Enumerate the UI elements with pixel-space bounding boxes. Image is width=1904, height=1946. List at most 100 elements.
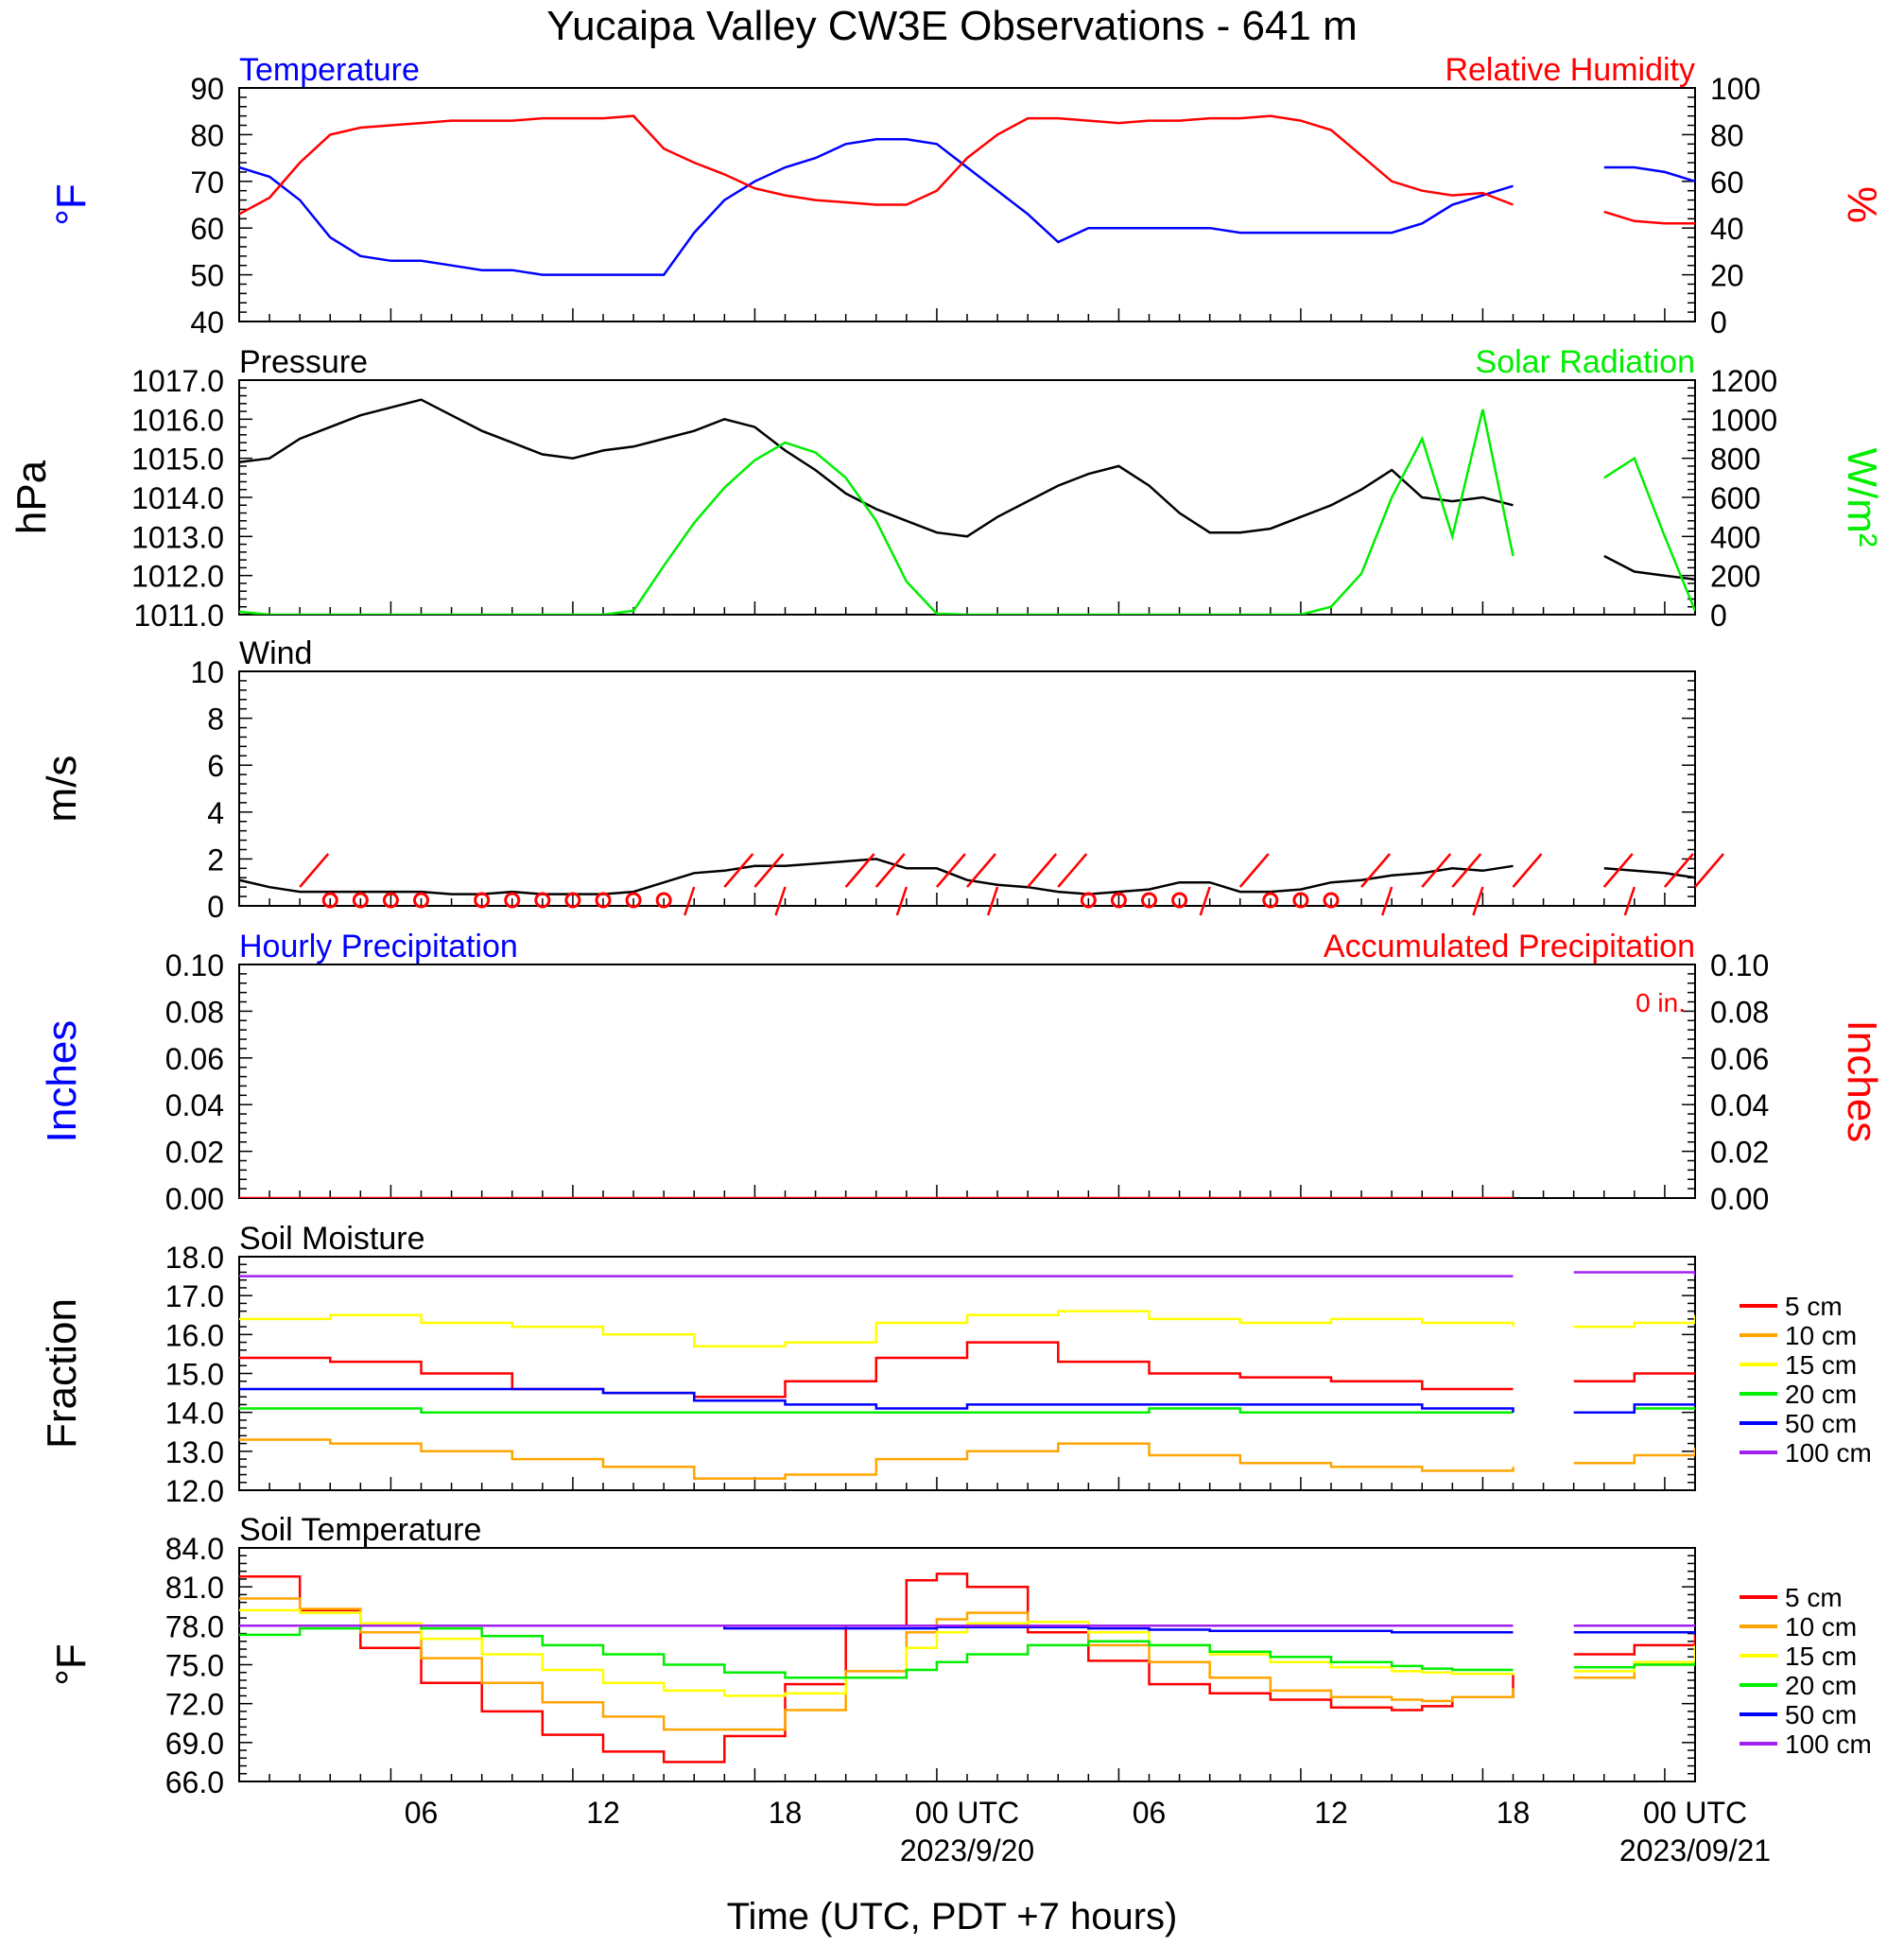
date-label: 2023/09/21 <box>1619 1833 1771 1868</box>
y-tick-label-left: 78.0 <box>165 1609 224 1643</box>
x-tick-label: 06 <box>1133 1796 1167 1830</box>
y-tick-label-left: 80 <box>190 118 224 152</box>
calm-wind-marker <box>1262 892 1279 909</box>
series-line-pressure <box>239 398 1695 582</box>
legend-label: 100 cm <box>1785 1438 1872 1468</box>
series-line-20-cm <box>239 1625 1695 1679</box>
y-tick-label-left: 84.0 <box>165 1532 224 1566</box>
wind-barb <box>1057 853 1088 888</box>
wind-barb <box>1623 886 1636 916</box>
y-axis-label-right: % <box>1839 186 1885 223</box>
y-tick-label-left: 1016.0 <box>131 403 224 437</box>
legend-label: 50 cm <box>1785 1409 1857 1438</box>
y-tick-label-left: 0.02 <box>165 1136 224 1170</box>
calm-wind-marker <box>1141 892 1157 909</box>
y-axis-label-left: Fraction <box>39 1298 85 1449</box>
wind-barb <box>1602 853 1634 888</box>
x-tick-label: 06 <box>405 1796 439 1830</box>
wind-barb <box>1451 853 1482 888</box>
series-line-10-cm <box>239 1438 1695 1480</box>
y-tick-label-right: 1000 <box>1710 403 1777 437</box>
calm-wind-marker <box>534 892 551 909</box>
wind-barb <box>753 853 785 888</box>
series-line-solar-radiation <box>239 408 1695 615</box>
y-tick-label-left: 1013.0 <box>131 520 224 554</box>
y-tick-label-left: 69.0 <box>165 1727 224 1761</box>
calm-wind-marker <box>1292 892 1309 909</box>
calm-wind-marker <box>352 892 369 909</box>
calm-wind-marker <box>1080 892 1097 909</box>
panel-6: 84.0 81.0 78.0 75.0 72.0 69.0 66.0 Soil Tempera… <box>48 1512 1872 1799</box>
y-tick-label-left: 40 <box>190 305 224 339</box>
y-tick-label-left: 6 <box>207 749 224 783</box>
y-tick-label-right: 0 <box>1710 599 1727 633</box>
y-tick-label-left: 16.0 <box>165 1318 224 1352</box>
wind-barb <box>723 853 754 888</box>
y-tick-label-right: 40 <box>1710 212 1744 246</box>
calm-wind-marker <box>564 892 581 909</box>
panel-title-left: Soil Temperature <box>239 1512 481 1548</box>
wind-barb <box>1199 886 1211 916</box>
series-line-10-cm <box>239 1597 1695 1731</box>
wind-barb <box>299 853 330 888</box>
wind-barb <box>774 886 787 916</box>
y-tick-label-left: 4 <box>207 796 224 830</box>
series-line-5-cm <box>239 1572 1695 1764</box>
wind-barb <box>684 886 696 916</box>
y-tick-label-left: 81.0 <box>165 1571 224 1605</box>
y-tick-label-left: 70 <box>190 165 224 200</box>
y-tick-label-right: 0.08 <box>1710 995 1769 1029</box>
series-line-15-cm <box>239 1310 1695 1347</box>
legend-label: 15 cm <box>1785 1642 1857 1671</box>
wind-barb <box>986 886 999 916</box>
accumulation-annotation: 0 in. <box>1636 988 1686 1017</box>
series-line-50-cm <box>239 1387 1695 1414</box>
y-tick-label-left: 10 <box>190 655 224 689</box>
y-tick-label-left: 1012.0 <box>131 560 224 594</box>
calm-wind-marker <box>1110 892 1127 909</box>
y-axis-label-left: °F <box>48 183 95 225</box>
panel-title-left: Hourly Precipitation <box>239 929 518 964</box>
wind-barb <box>1472 886 1484 916</box>
panel-title-right: Relative Humidity <box>1445 52 1695 88</box>
y-tick-label-right: 0.06 <box>1710 1042 1769 1076</box>
y-tick-label-left: 15.0 <box>165 1358 224 1392</box>
y-tick-label-right: 0 <box>1710 305 1727 339</box>
y-tick-label-left: 66.0 <box>165 1765 224 1799</box>
series-line-temperature <box>239 138 1695 276</box>
wind-barb <box>966 853 996 888</box>
y-tick-label-left: 1015.0 <box>131 443 224 477</box>
legend-label: 20 cm <box>1785 1380 1857 1409</box>
y-tick-label-right: 60 <box>1710 165 1744 200</box>
y-tick-label-left: 0.06 <box>165 1042 224 1076</box>
panel-5: 18.0 17.0 16.0 15.0 14.0 13.0 12.0 Soil Moistur… <box>39 1221 1872 1508</box>
panel-4: 0.10 0.08 0.06 0.04 0.02 0.00 0.10 0.08 0.06 0.04… <box>39 929 1885 1216</box>
calm-wind-marker <box>413 892 429 909</box>
y-tick-label-left: 75.0 <box>165 1649 224 1683</box>
y-tick-label-left: 14.0 <box>165 1397 224 1431</box>
y-tick-label-left: 0 <box>207 890 224 924</box>
legend-label: 10 cm <box>1785 1612 1857 1642</box>
y-tick-label-right: 400 <box>1710 520 1760 554</box>
calm-wind-marker <box>474 892 491 909</box>
y-tick-label-right: 800 <box>1710 443 1760 477</box>
series-line-5-cm <box>239 1341 1695 1399</box>
x-tick-label: 12 <box>1314 1796 1348 1830</box>
y-tick-label-left: 0.00 <box>165 1182 224 1216</box>
legend-label: 20 cm <box>1785 1671 1857 1700</box>
y-tick-label-left: 1017.0 <box>131 364 224 398</box>
panel-title-left: Soil Moisture <box>239 1221 425 1257</box>
y-tick-label-left: 1014.0 <box>131 481 224 515</box>
x-tick-label: 12 <box>586 1796 620 1830</box>
y-axis-label-left: Inches <box>39 1020 85 1143</box>
legend-label: 5 cm <box>1785 1292 1843 1321</box>
y-tick-label-left: 0.04 <box>165 1088 224 1122</box>
y-axis-label-left: hPa <box>9 460 55 534</box>
y-tick-label-left: 13.0 <box>165 1435 224 1469</box>
wind-barb <box>895 886 909 916</box>
panel-3: 10 8 6 4 2 0 Wind m/s <box>39 635 1724 924</box>
panel-title-right: Solar Radiation <box>1476 344 1695 380</box>
